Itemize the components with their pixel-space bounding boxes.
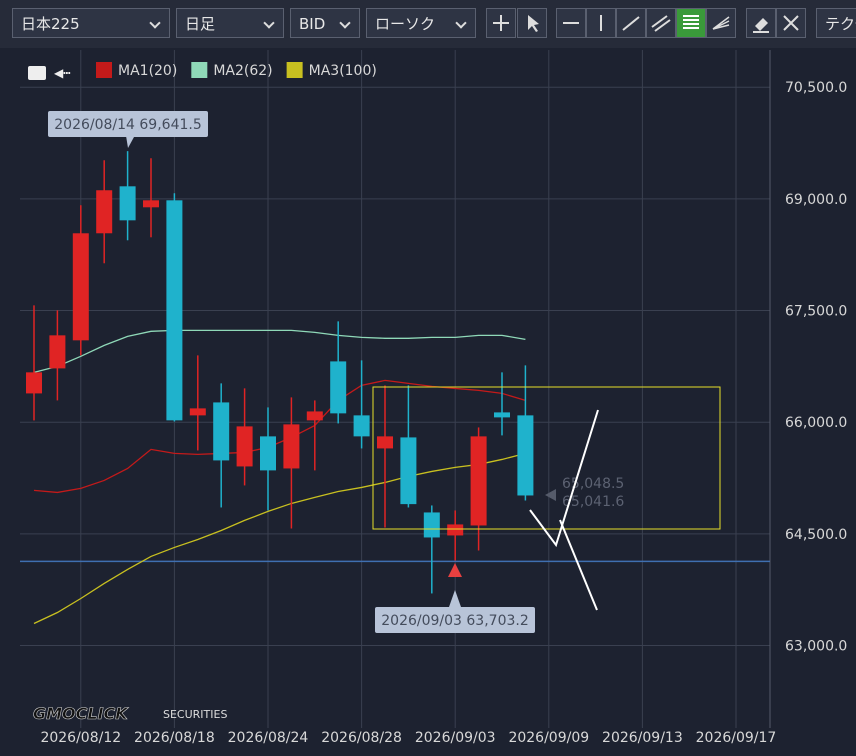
- crosshair-button[interactable]: [486, 8, 516, 38]
- channel-button[interactable]: [646, 8, 676, 38]
- legend-label: MA3(100): [309, 63, 377, 79]
- icon: [622, 16, 640, 31]
- style-select[interactable]: ローソク: [366, 8, 476, 38]
- x-tick-label: 2026/09/13: [602, 730, 683, 746]
- candle-body: [400, 437, 417, 505]
- icon: [493, 15, 509, 31]
- legend-swatch: [96, 62, 112, 78]
- side-select[interactable]: BID: [290, 8, 360, 38]
- candle-body: [189, 408, 206, 416]
- candle-body: [353, 415, 370, 437]
- ma-line: [33, 329, 526, 373]
- icon: [683, 15, 699, 29]
- y-tick-label: 66,000.0: [785, 415, 847, 431]
- price-pointer: [545, 489, 556, 501]
- annotation-pointer: [449, 590, 461, 607]
- erase-button[interactable]: [746, 8, 776, 38]
- candle-body: [96, 190, 113, 234]
- pointer-button[interactable]: [517, 8, 547, 38]
- hline-button[interactable]: [556, 8, 586, 38]
- price-tag: 65,041.6: [562, 494, 624, 510]
- erase-all-button[interactable]: [776, 8, 806, 38]
- icon: [712, 16, 730, 30]
- candle-body: [423, 512, 440, 538]
- fib-button[interactable]: [676, 8, 706, 38]
- candle-body: [143, 200, 159, 208]
- legend-icon-2: ◀┅: [54, 66, 70, 80]
- icon: [600, 15, 602, 31]
- x-tick-label: 2026/09/09: [508, 730, 589, 746]
- drawn-rectangle[interactable]: [372, 386, 721, 530]
- legend-swatch: [286, 62, 303, 78]
- candle-body: [260, 436, 276, 471]
- icon: [563, 22, 579, 24]
- legend-swatch: [191, 62, 208, 78]
- price-tag: 65,048.5: [562, 476, 624, 492]
- candle-body: [166, 200, 183, 421]
- legend-label: MA2(62): [213, 63, 272, 79]
- candle-body: [283, 424, 300, 469]
- ma-line: [33, 452, 526, 625]
- legend-label: MA1(20): [118, 63, 177, 79]
- candle-body: [330, 361, 347, 414]
- x-tick-label: 2026/08/24: [228, 730, 309, 746]
- candle-body: [447, 524, 464, 536]
- logo-sub: SECURITIES: [163, 708, 227, 721]
- x-tick-label: 2026/08/18: [134, 730, 215, 746]
- candle-body: [377, 436, 393, 449]
- annotation-pointer: [122, 111, 134, 148]
- x-tick-label: 2026/09/17: [696, 730, 777, 746]
- logo: GMOCLICK: [33, 704, 129, 723]
- drawn-line[interactable]: [529, 409, 599, 548]
- annotation-text: 2026/09/03 63,703.2: [381, 613, 529, 629]
- icon: [753, 18, 769, 33]
- symbol-select[interactable]: 日本225: [12, 8, 170, 38]
- candle-body: [517, 415, 534, 496]
- x-tick-label: 2026/08/12: [40, 730, 121, 746]
- candle-body: [470, 436, 487, 526]
- drawn-line[interactable]: [559, 519, 598, 611]
- period-select[interactable]: 日足: [176, 8, 284, 38]
- x-tick-label: 2026/08/28: [321, 730, 402, 746]
- annotation-text: 2026/08/14 69,641.5: [54, 117, 202, 133]
- y-tick-label: 64,500.0: [785, 527, 847, 543]
- candle-body: [494, 412, 510, 418]
- tech-select[interactable]: テク: [816, 8, 856, 38]
- icon: [651, 15, 671, 32]
- legend-icon: [28, 66, 46, 80]
- annotation-box: [375, 607, 535, 633]
- y-tick-label: 63,000.0: [785, 639, 847, 655]
- y-tick-label: 69,000.0: [785, 192, 847, 208]
- fan-button[interactable]: [706, 8, 736, 38]
- candle-body: [72, 233, 89, 341]
- y-tick-label: 70,500.0: [785, 80, 847, 96]
- candle-body: [26, 372, 42, 394]
- icon: [528, 15, 539, 32]
- candle-body: [213, 402, 230, 461]
- candle-body: [119, 186, 136, 221]
- candle-body: [236, 426, 253, 467]
- vline-button[interactable]: [586, 8, 616, 38]
- candle-body: [306, 411, 323, 421]
- low-marker: [448, 563, 462, 577]
- x-tick-label: 2026/09/03: [415, 730, 496, 746]
- toolbar: 日本225 日足 BID ローソク テク: [0, 0, 856, 48]
- icon: [783, 15, 799, 31]
- trendline-button[interactable]: [616, 8, 646, 38]
- y-tick-label: 67,500.0: [785, 304, 847, 320]
- candle-body: [49, 335, 66, 369]
